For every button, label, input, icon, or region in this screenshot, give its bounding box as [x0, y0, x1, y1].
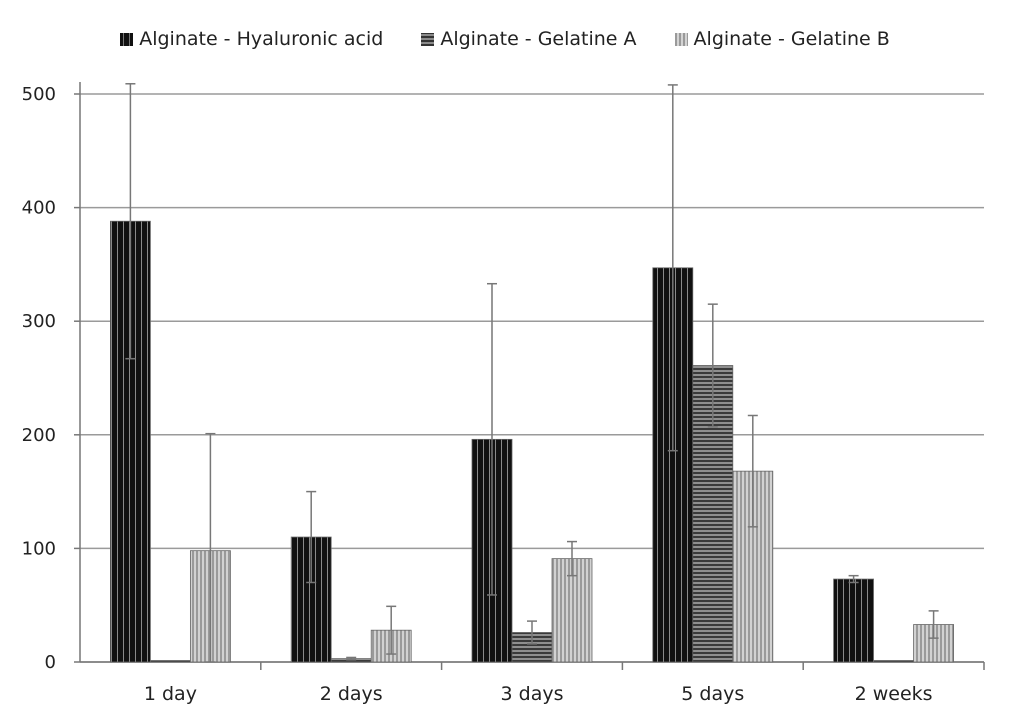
- x-tick-label: 2 days: [320, 683, 383, 705]
- y-tick-label: 0: [45, 652, 56, 673]
- x-tick-label: 2 weeks: [855, 683, 933, 705]
- bar: [149, 660, 191, 663]
- legend: Alginate - Hyaluronic acid Alginate - Ge…: [0, 28, 1010, 50]
- legend-item-gelatine-b: Alginate - Gelatine B: [674, 28, 890, 50]
- x-tick-label: 3 days: [501, 683, 564, 705]
- legend-label: Alginate - Gelatine A: [440, 28, 637, 50]
- y-tick-label: 200: [22, 425, 56, 446]
- bar: [732, 470, 774, 663]
- legend-label: Alginate - Gelatine B: [693, 28, 890, 50]
- y-tick-label: 300: [22, 311, 56, 332]
- x-tick-label: 1 day: [144, 683, 197, 705]
- bar: [873, 660, 914, 663]
- bar: [833, 578, 874, 663]
- y-tick-label: 500: [22, 84, 56, 105]
- y-tick-label: 400: [22, 198, 56, 219]
- x-tick-label: 5 days: [681, 683, 744, 705]
- legend-swatch-icon: [674, 32, 688, 46]
- y-tick-label: 100: [22, 538, 56, 559]
- legend-swatch-icon: [421, 32, 435, 46]
- bar: [913, 624, 954, 663]
- legend-label: Alginate - Hyaluronic acid: [139, 28, 384, 50]
- legend-item-hyaluronic: Alginate - Hyaluronic acid: [120, 28, 383, 50]
- legend-swatch-icon: [120, 32, 134, 46]
- legend-item-gelatine-a: Alginate - Gelatine A: [421, 28, 637, 50]
